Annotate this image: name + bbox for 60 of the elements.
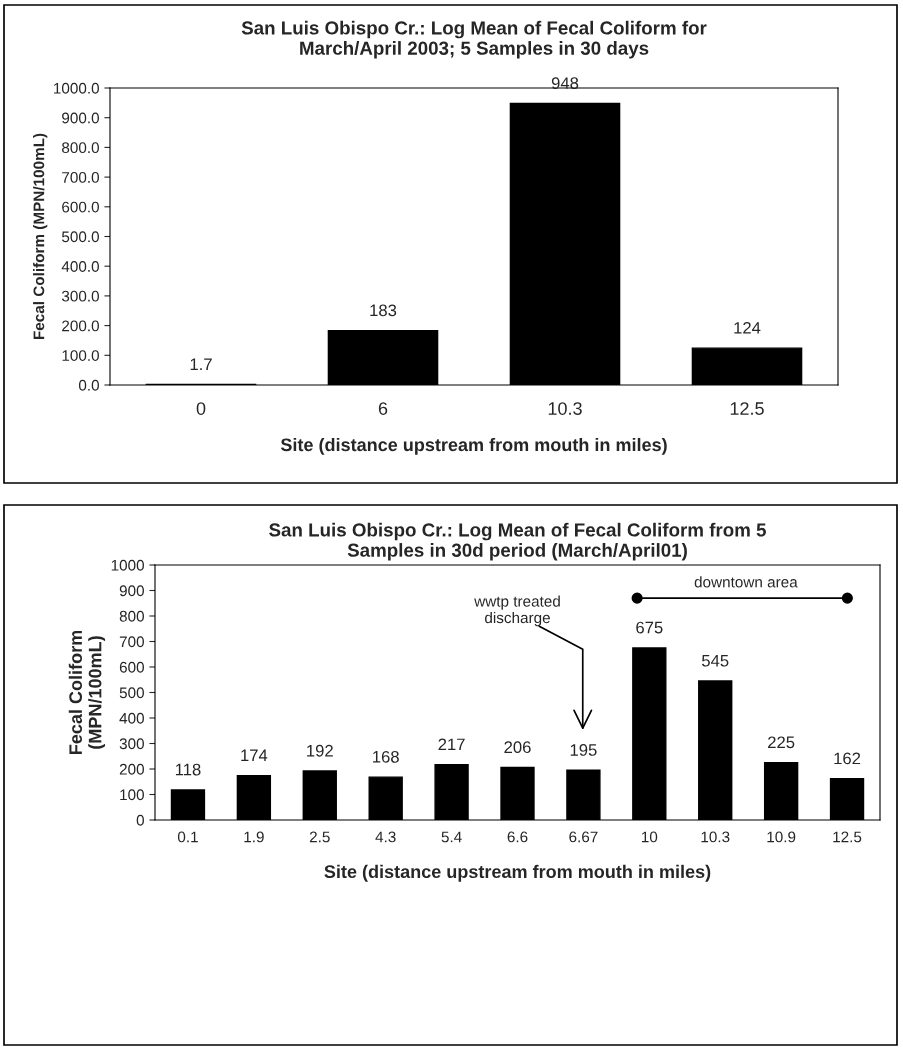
- data-label: 162: [834, 752, 861, 765]
- y-tick-label: 1000.0: [54, 82, 99, 94]
- data-label: 183: [370, 304, 397, 317]
- y-tick-label: 900.0: [62, 112, 99, 124]
- data-label: 192: [307, 744, 333, 757]
- y-tick-label: 700.0: [62, 171, 99, 183]
- x-tick-label: 10: [641, 831, 658, 843]
- y-tick-label: 100: [120, 789, 144, 801]
- x-tick-label: 12.5: [833, 831, 862, 843]
- x-tick-label: 10.3: [548, 402, 582, 415]
- data-label: 545: [701, 654, 729, 667]
- x-tick-label: 4.3: [375, 831, 396, 843]
- x-axis-title: Site (distance upstream from mouth in miles): [280, 437, 667, 455]
- data-label: 195: [570, 744, 597, 756]
- y-tick-label: 500.0: [61, 231, 99, 243]
- annotation: wwtp treated discharge: [474, 595, 560, 627]
- data-label: 124: [734, 321, 761, 334]
- x-tick-label: 5.4: [441, 831, 462, 843]
- data-label: 675: [636, 621, 663, 634]
- y-tick-label: 300: [119, 738, 144, 750]
- y-tick-label: 200: [119, 763, 144, 775]
- data-label: 174: [241, 749, 268, 762]
- x-tick-label: 1.9: [244, 831, 264, 843]
- chart-title: San Luis Obispo Cr.: Log Mean of Fecal Coliform from 5 Samples in 30d period (March/April01): [269, 522, 766, 561]
- x-axis-title: Site (distance upstream from mouth in miles): [324, 864, 711, 882]
- x-tick-label: 0: [196, 402, 206, 415]
- data-label: 168: [373, 750, 399, 763]
- x-tick-label: 6: [378, 402, 388, 415]
- data-label: 118: [175, 763, 201, 776]
- x-tick-label: 12.5: [730, 402, 764, 415]
- x-tick-label: 10.3: [701, 831, 730, 843]
- y-tick-label: 1000: [111, 559, 144, 571]
- y-tick-label: 400.0: [61, 261, 99, 272]
- x-tick-label: 0.1: [177, 831, 198, 843]
- y-tick-label: 900: [119, 585, 144, 597]
- y-tick-label: 500: [119, 687, 144, 699]
- x-tick-label: 6.6: [507, 831, 528, 843]
- y-tick-label: 600: [119, 661, 144, 673]
- data-label: 206: [504, 741, 531, 754]
- y-tick-label: 300.0: [61, 290, 99, 302]
- y-axis-title: Fecal Coliform (MPN/100mL): [33, 133, 48, 340]
- y-tick-label: 600.0: [62, 201, 99, 213]
- data-label: 217: [438, 738, 465, 751]
- y-tick-label: 700: [119, 636, 144, 648]
- chart-title: San Luis Obispo Cr.: Log Mean of Fecal Coliform for March/April 2003; 5 Samples in 30 days: [241, 20, 707, 59]
- data-label: 225: [768, 736, 795, 749]
- x-tick-label: 6.67: [569, 831, 598, 843]
- data-label: 1.7: [190, 358, 212, 370]
- y-tick-label: 100.0: [62, 350, 99, 361]
- y-axis-title: Fecal Coliform (MPN/100mL): [68, 630, 106, 754]
- x-tick-label: 2.5: [309, 831, 330, 843]
- x-tick-label: 10.9: [767, 831, 796, 843]
- y-tick-label: 0: [136, 814, 144, 826]
- y-tick-label: 200.0: [62, 320, 99, 332]
- annotation: downtown area: [694, 576, 798, 588]
- y-tick-label: 400: [119, 712, 144, 724]
- y-tick-label: 800.0: [62, 142, 99, 154]
- y-tick-label: 0.0: [78, 379, 99, 391]
- y-tick-label: 800: [119, 610, 144, 622]
- data-label: 948: [551, 77, 579, 90]
